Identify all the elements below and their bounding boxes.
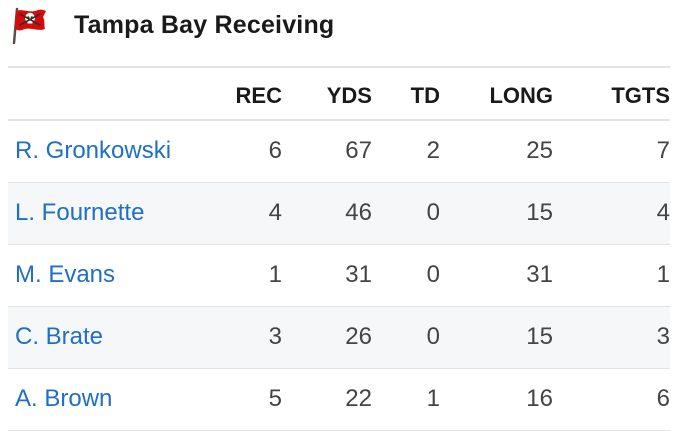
- table-row: L. Fournette 4 46 0 15 4: [8, 182, 670, 244]
- player-link[interactable]: M. Evans: [15, 261, 116, 288]
- tgts-cell: 7: [656, 137, 670, 165]
- yds-cell: 46: [345, 199, 372, 226]
- table-row: R. Gronkowski 6 67 2 25 7: [8, 120, 670, 182]
- long-cell: 15: [526, 199, 553, 226]
- td-cell: 0: [426, 199, 440, 226]
- buccaneers-flag-logo-icon: [12, 7, 46, 45]
- tgts-cell: 4: [656, 199, 670, 226]
- player-cell: R. Gronkowski: [8, 120, 218, 182]
- rec-cell: 6: [268, 137, 282, 165]
- tgts-cell: 3: [656, 323, 670, 350]
- long-cell: 15: [526, 323, 553, 350]
- receiving-stats-table: REC YDS TD LONG TGTS R. Gronkowski 6 67 …: [8, 66, 670, 431]
- player-cell: L. Fournette: [8, 182, 218, 244]
- td-cell: 2: [426, 137, 440, 165]
- table-row: M. Evans 1 31 0 31 1: [8, 244, 670, 306]
- rec-cell: 5: [268, 385, 282, 412]
- column-header-long: LONG: [489, 82, 553, 108]
- yds-cell: 22: [345, 385, 372, 412]
- player-cell: C. Brate: [8, 306, 218, 368]
- column-header-rec: REC: [235, 82, 282, 108]
- column-header-tgts: TGTS: [611, 82, 670, 108]
- column-header-td: TD: [410, 82, 440, 108]
- table-row: C. Brate 3 26 0 15 3: [8, 306, 670, 368]
- player-link[interactable]: L. Fournette: [15, 199, 145, 226]
- table-row: A. Brown 5 22 1 16 6: [8, 368, 670, 430]
- page-title: Tampa Bay Receiving: [74, 10, 335, 39]
- column-header-player: [8, 67, 218, 120]
- rec-cell: 1: [268, 261, 282, 288]
- rec-cell: 4: [268, 199, 282, 226]
- player-cell: A. Brown: [8, 368, 218, 430]
- tgts-cell: 1: [656, 261, 670, 288]
- td-cell: 1: [426, 385, 440, 412]
- player-cell: M. Evans: [8, 244, 218, 306]
- long-cell: 25: [526, 137, 553, 165]
- yds-cell: 67: [345, 137, 372, 165]
- table-header: Tampa Bay Receiving: [8, 0, 678, 50]
- player-link[interactable]: C. Brate: [15, 323, 104, 350]
- column-header-yds: YDS: [326, 82, 372, 108]
- tgts-cell: 6: [656, 385, 670, 412]
- player-link[interactable]: A. Brown: [15, 385, 113, 412]
- rec-cell: 3: [268, 323, 282, 350]
- table-header-row: REC YDS TD LONG TGTS: [8, 67, 670, 120]
- yds-cell: 31: [345, 261, 372, 288]
- long-cell: 16: [526, 385, 553, 412]
- td-cell: 0: [426, 323, 440, 350]
- player-link[interactable]: R. Gronkowski: [15, 137, 172, 165]
- yds-cell: 26: [345, 323, 372, 350]
- td-cell: 0: [426, 261, 440, 288]
- long-cell: 31: [526, 261, 553, 288]
